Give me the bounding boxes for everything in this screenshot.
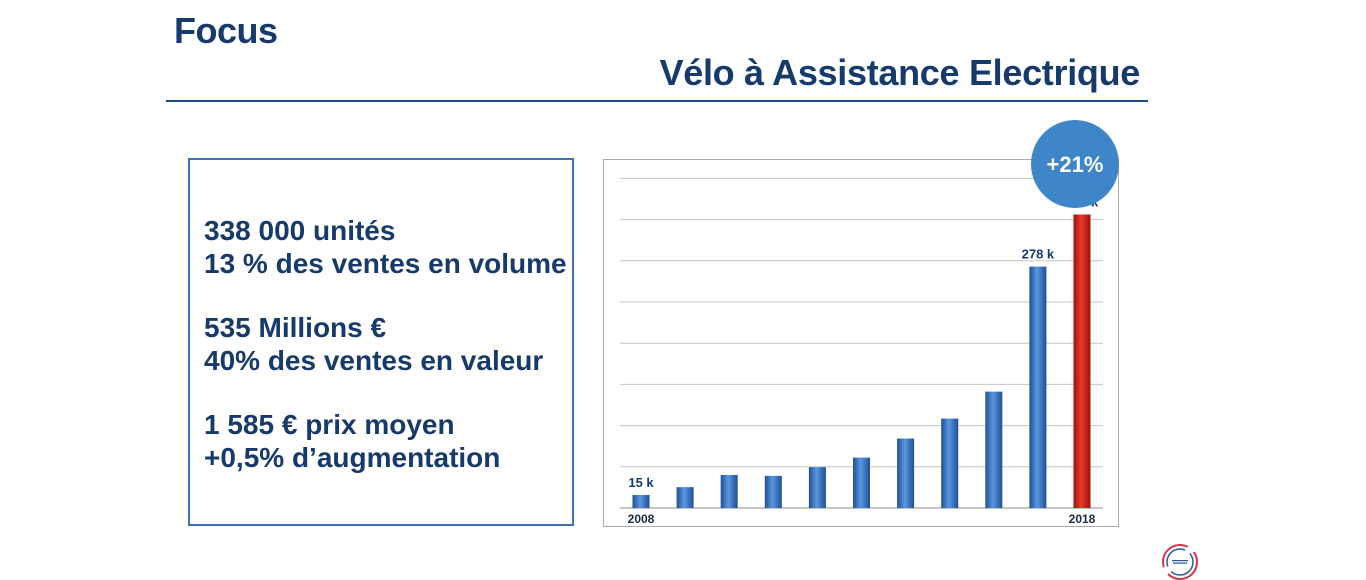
tick-label-2008: 2008 — [628, 512, 655, 526]
bar-2013 — [853, 457, 870, 508]
growth-badge-label: +21% — [1047, 152, 1104, 177]
bar-2017 — [1029, 266, 1047, 508]
stat-volume-share: 13 % des ventes en volume — [204, 248, 567, 279]
bar-2018 — [1073, 214, 1091, 508]
stat-price: 1 585 € prix moyen +0,5% d’augmentation — [204, 408, 500, 474]
data-label-2017: 278 k — [1022, 247, 1055, 262]
stat-price-growth: +0,5% d’augmentation — [204, 442, 501, 473]
bar-2014 — [897, 438, 915, 508]
stat-value-amount: 535 Millions € — [204, 312, 387, 343]
stat-value: 535 Millions € 40% des ventes en valeur — [204, 311, 543, 377]
key-figures-box: 338 000 unités 13 % des ventes en volume… — [188, 158, 574, 526]
chart-gridlines — [620, 177, 1103, 509]
stat-price-average: 1 585 € prix moyen — [204, 409, 455, 440]
bar-2009 — [676, 487, 694, 508]
page-title: Vélo à Assistance Electrique — [659, 52, 1141, 93]
growth-badge-circle — [1031, 120, 1119, 208]
growth-badge: +21% — [1031, 120, 1119, 208]
bar-2011 — [764, 475, 782, 508]
stat-value-share: 40% des ventes en valeur — [204, 345, 544, 376]
stat-volume: 338 000 unités 13 % des ventes en volume — [204, 214, 567, 280]
bar-2010 — [720, 475, 738, 508]
chart-bars — [632, 214, 1091, 508]
union-sport-cycle-logo — [1162, 544, 1198, 580]
data-label-2008: 15 k — [628, 475, 654, 490]
page-subtitle: Focus — [174, 10, 278, 51]
bar-2008 — [632, 494, 650, 508]
title-divider — [166, 100, 1148, 102]
bar-2015 — [941, 418, 959, 508]
bar-2016 — [985, 391, 1003, 508]
bar-2012 — [808, 467, 826, 508]
tick-label-2018: 2018 — [1069, 512, 1096, 526]
stat-volume-units: 338 000 unités — [204, 215, 396, 246]
